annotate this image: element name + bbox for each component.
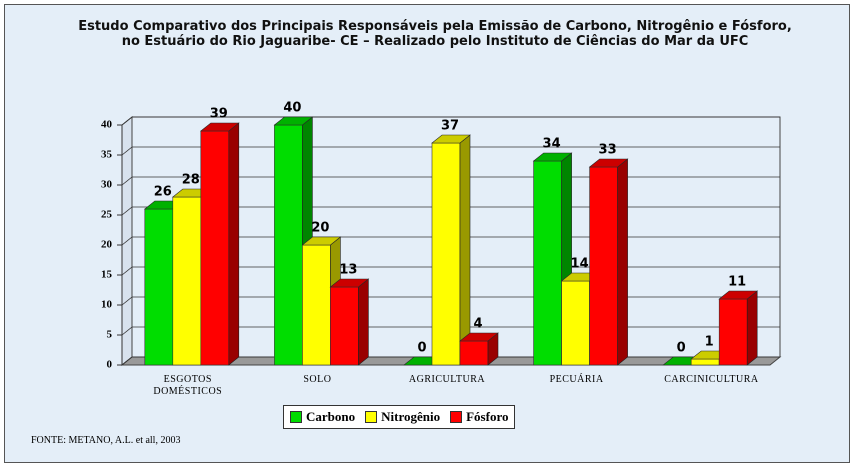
bar-front [302, 245, 330, 365]
bar-front [173, 197, 201, 365]
bar-side [618, 159, 628, 365]
value-label: 26 [154, 185, 172, 200]
bar-front [432, 143, 460, 365]
value-label: 20 [311, 221, 329, 236]
bar-front [201, 131, 229, 365]
bar-front [460, 341, 488, 365]
value-label: 39 [210, 107, 228, 122]
bar [460, 333, 498, 365]
bar [201, 123, 239, 365]
y-tick-label: 10 [101, 299, 113, 311]
bar-side [747, 291, 757, 365]
y-tick-label: 35 [101, 149, 113, 161]
bar-front [719, 299, 747, 365]
y-tick-label: 25 [101, 209, 113, 221]
y-tick-label: 15 [101, 269, 113, 281]
bar-front [562, 281, 590, 365]
y-tick-label: 0 [107, 359, 113, 371]
value-label: 37 [441, 119, 459, 134]
value-label: 34 [543, 137, 561, 152]
value-label: 28 [182, 173, 200, 188]
value-label: 13 [339, 263, 357, 278]
value-label: 1 [705, 335, 714, 350]
bar-front [330, 287, 358, 365]
bar-front [691, 359, 719, 365]
y-tick-label: 5 [107, 329, 113, 341]
bar-side [460, 135, 470, 365]
bar-front [274, 125, 302, 365]
value-label: 4 [473, 317, 482, 332]
y-tick-label: 20 [101, 239, 113, 251]
y-tick-label: 40 [101, 119, 113, 131]
value-label: 40 [283, 101, 301, 116]
bar [330, 279, 368, 365]
bar-front [534, 161, 562, 365]
bar [719, 291, 757, 365]
value-label: 11 [728, 275, 746, 290]
bar-front [145, 209, 173, 365]
value-label: 14 [571, 257, 589, 272]
bar [590, 159, 628, 365]
bar-front [590, 167, 618, 365]
bar-side [358, 279, 368, 365]
value-label: 33 [599, 143, 617, 158]
value-label: 0 [677, 341, 686, 356]
y-tick-label: 30 [101, 179, 113, 191]
chart: 0 5 10 15 20 25 30 35 40 26 28 39 40 20 13 0 37 4 34 14 33 0 1… [0, 0, 856, 469]
bar-side [229, 123, 239, 365]
value-label: 0 [417, 341, 426, 356]
bar [432, 135, 470, 365]
